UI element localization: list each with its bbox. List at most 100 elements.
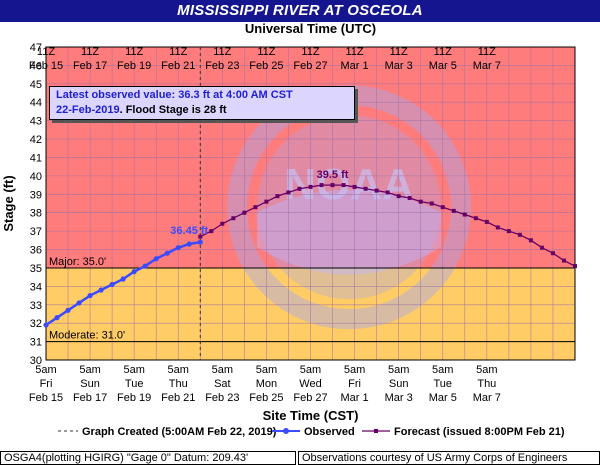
- bottom-tick-label: Feb 27: [293, 392, 327, 404]
- forecast-point: [561, 258, 566, 263]
- forecast-point: [484, 219, 489, 224]
- bottom-tick-label: Mar 3: [385, 392, 413, 404]
- y-tick-label: 39: [30, 189, 42, 201]
- forecast-point: [297, 186, 302, 191]
- bottom-tick-label: Feb 17: [73, 392, 107, 404]
- forecast-point: [462, 212, 467, 217]
- forecast-point: [550, 251, 555, 256]
- bottom-tick-label: Feb 15: [29, 392, 63, 404]
- top-tick-label: Feb 17: [73, 60, 107, 72]
- y-tick-label: 45: [30, 79, 42, 91]
- bottom-tick-label: Sun: [80, 378, 100, 390]
- legend-observed-label: Observed: [304, 426, 355, 438]
- latest-observed-text: Latest observed value: 36.3 ft at 4:00 A…: [56, 89, 293, 101]
- legend-forecast-marker: [374, 429, 378, 433]
- bottom-tick-label: Sat: [214, 378, 231, 390]
- forecast-point: [231, 216, 236, 221]
- bottom-tick-label: Mon: [256, 378, 277, 390]
- observed-point: [197, 239, 203, 245]
- observed-point: [76, 300, 82, 306]
- bottom-tick-label: 5am: [300, 364, 321, 376]
- forecast-point: [253, 205, 258, 210]
- top-tick-label: 11Z: [390, 46, 408, 58]
- top-tick-label: Mar 5: [429, 60, 457, 72]
- bottom-tick-label: 5am: [168, 364, 189, 376]
- watermark-wave: [257, 189, 442, 275]
- top-tick-label: 11Z: [257, 46, 275, 58]
- bottom-tick-label: Fri: [348, 378, 361, 390]
- bottom-tick-label: Tue: [125, 378, 144, 390]
- plot-border: [45, 46, 576, 361]
- forecast-point: [573, 264, 577, 269]
- bottom-tick-label: 5am: [476, 364, 497, 376]
- forecast-point: [341, 183, 346, 188]
- forecast-point: [539, 245, 544, 250]
- bottom-tick-label: 5am: [123, 364, 144, 376]
- watermark-noaa-text: NOAA: [284, 160, 414, 209]
- observed-point: [153, 256, 159, 262]
- forecast-point: [220, 221, 225, 226]
- forecast-point: [440, 205, 445, 210]
- y-tick-label: 43: [30, 116, 42, 128]
- bottom-tick-label: Thu: [477, 378, 496, 390]
- top-tick-label: Feb 23: [205, 60, 239, 72]
- major-stage-label: Major: 35.0': [49, 256, 106, 268]
- forecast-point: [407, 195, 412, 200]
- top-axis-title: Universal Time (UTC): [245, 21, 376, 36]
- forecast-point: [330, 183, 335, 188]
- bottom-tick-label: Wed: [299, 378, 321, 390]
- bottom-tick-label: Tue: [433, 378, 452, 390]
- observed-point: [54, 315, 60, 321]
- bottom-tick-label: Sun: [389, 378, 409, 390]
- forecast-point: [385, 190, 390, 195]
- latest-observation-box: Latest observed value: 36.3 ft at 4:00 A…: [49, 86, 355, 120]
- y-tick-label: 33: [30, 300, 42, 312]
- y-tick-label: 31: [30, 337, 42, 349]
- y-tick-label: 46: [30, 60, 42, 72]
- latest-observed-date: 22-Feb-2019: [56, 104, 120, 116]
- top-tick-label: Feb 27: [293, 60, 327, 72]
- bottom-tick-label: 5am: [212, 364, 233, 376]
- bottom-tick-label: Thu: [169, 378, 188, 390]
- forecast-point: [473, 216, 478, 221]
- observed-point: [120, 276, 126, 282]
- top-tick-label: Feb 21: [161, 60, 195, 72]
- forecast-point: [308, 184, 313, 189]
- forecast-point: [264, 199, 269, 204]
- bottom-tick-label: 5am: [432, 364, 453, 376]
- gage-datum-footer: OSGA4(plotting HGIRG) "Gage 0" Datum: 20…: [0, 451, 296, 465]
- forecast-point: [374, 188, 379, 193]
- forecast-point: [352, 184, 357, 189]
- bottom-tick-label: Mar 7: [473, 392, 501, 404]
- bottom-tick-label: 5am: [35, 364, 56, 376]
- y-tick-label: 34: [30, 281, 42, 293]
- observed-point: [109, 281, 115, 288]
- y-tick-label: 36: [30, 245, 42, 257]
- bottom-tick-label: Fri: [40, 378, 53, 390]
- observed-point: [142, 263, 148, 269]
- y-tick-label: 32: [30, 318, 42, 330]
- legend-observed-marker: [283, 428, 289, 434]
- forecast-point: [209, 229, 214, 234]
- top-tick-label: 11Z: [213, 46, 231, 58]
- observed-point: [164, 250, 170, 256]
- bottom-tick-label: 5am: [344, 364, 365, 376]
- observed-point: [175, 245, 181, 251]
- observed-point: [98, 287, 104, 293]
- watermark-disc: [257, 115, 442, 300]
- forecast-point: [528, 238, 533, 243]
- peak-annotation: 36.45 ft: [170, 225, 208, 237]
- top-tick-label: Mar 1: [341, 60, 369, 72]
- top-tick-label: 11Z: [346, 46, 364, 58]
- bottom-tick-label: Mar 1: [341, 392, 369, 404]
- top-tick-label: Feb 19: [117, 60, 151, 72]
- bottom-tick-label: 5am: [388, 364, 409, 376]
- x-axis-title: Site Time (CST): [263, 408, 359, 423]
- y-tick-label: 44: [30, 97, 42, 109]
- y-tick-label: 30: [30, 355, 42, 367]
- top-tick-label: 11Z: [478, 46, 496, 58]
- chart-title: MISSISSIPPI RIVER AT OSCEOLA: [0, 0, 600, 22]
- noaa-watermark: NOAA: [227, 85, 472, 330]
- top-tick-label: Feb 15: [29, 60, 63, 72]
- observations-credit-footer: Observations courtesy of US Army Corps o…: [298, 451, 600, 465]
